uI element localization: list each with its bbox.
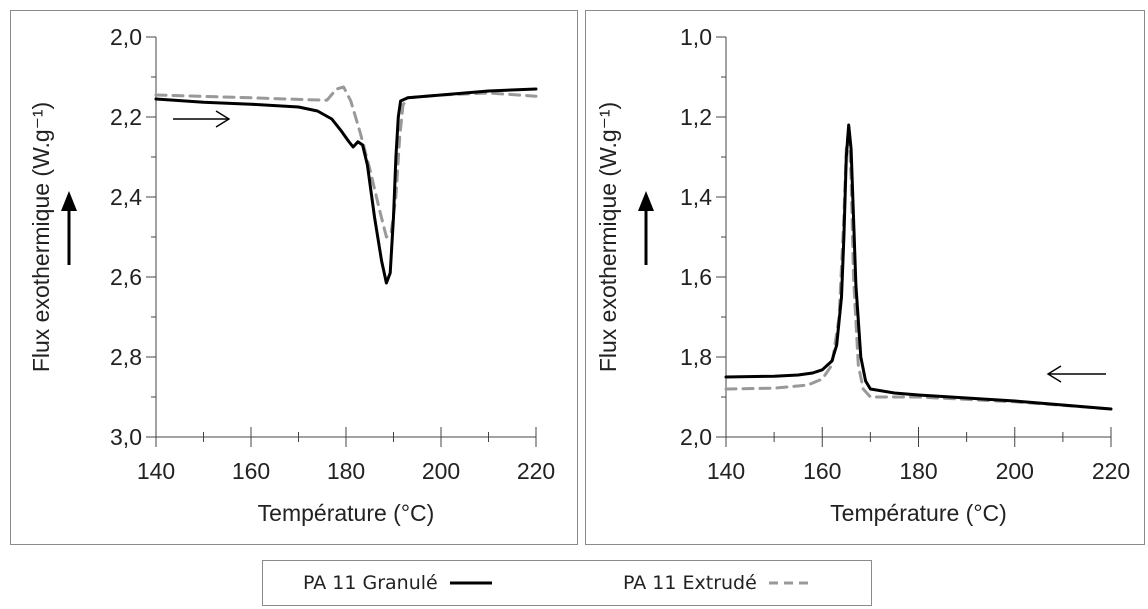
x-axis-title: Température (°C): [830, 500, 1007, 526]
series-line-extrude: [724, 127, 1113, 411]
y-tick-label: 2,4: [110, 184, 142, 210]
chart-panel-left: 2,0 2,2 2,4 2,6 2,8 3,0 140 160 180 200 220 Tempéra…: [10, 10, 578, 545]
legend-label-extrude: PA 11 Extrudé: [623, 572, 757, 594]
legend: PA 11 Granulé PA 11 Extrudé: [262, 560, 872, 606]
y-tick-label: 1,6: [680, 264, 712, 290]
y-tick-label: 2,8: [110, 344, 142, 370]
exo-arrow-head: [61, 191, 77, 211]
y-axis-title: Flux exothermique (W.g⁻¹): [28, 102, 54, 372]
chart-right: 1,0 1,2 1,4 1,6 1,8 2,0 140 160 180 200 220 Tempéra…: [595, 24, 1130, 526]
y-tick-label: 1,2: [680, 104, 712, 130]
y-tick-label: 3,0: [110, 424, 142, 450]
x-tick-label: 200: [996, 458, 1034, 484]
y-tick-label: 2,6: [110, 264, 142, 290]
y-tick-label: 2,0: [110, 24, 142, 50]
left-plot: 2,0 2,2 2,4 2,6 2,8 3,0 140 160 180 200 220 Tempéra…: [28, 24, 555, 526]
x-tick-label: 160: [803, 458, 841, 484]
x-tick-label: 220: [1092, 458, 1130, 484]
legend-swatch-dashed: [768, 581, 811, 585]
legend-item-granule: PA 11 Granulé: [303, 561, 494, 605]
legend-item-extrude: PA 11 Extrudé: [623, 561, 813, 605]
y-axis-title: Flux exothermique (W.g⁻¹): [595, 102, 621, 372]
y-tick-label: 1,8: [680, 344, 712, 370]
x-tick-label: 140: [137, 458, 175, 484]
series-line-extrude: [154, 85, 538, 239]
y-tick-label: 1,0: [680, 24, 712, 50]
series-line-granule: [724, 123, 1113, 411]
x-tick-label: 200: [422, 458, 460, 484]
right-plot: 1,0 1,2 1,4 1,6 1,8 2,0 140 160 180 200 220 Tempéra…: [595, 24, 1130, 526]
x-tick-label: 220: [517, 458, 555, 484]
legend-swatch-solid: [449, 581, 492, 585]
x-axis-title: Température (°C): [258, 500, 435, 526]
chart-left: 2,0 2,2 2,4 2,6 2,8 3,0 140 160 180 200 220 Tempéra…: [28, 24, 555, 526]
y-tick-label: 2,2: [110, 104, 142, 130]
y-tick-label: 2,0: [680, 424, 712, 450]
exo-arrow-head: [638, 191, 654, 211]
x-tick-label: 140: [707, 458, 745, 484]
series-line-granule: [154, 87, 538, 285]
legend-label-granule: PA 11 Granulé: [303, 572, 438, 594]
x-tick-label: 160: [232, 458, 270, 484]
chart-panel-right: 1,0 1,2 1,4 1,6 1,8 2,0 140 160 180 200 220 Tempéra…: [585, 10, 1145, 545]
direction-arrow-head: [1046, 365, 1062, 383]
x-tick-label: 180: [899, 458, 937, 484]
x-tick-label: 180: [327, 458, 365, 484]
direction-arrow-head: [215, 110, 231, 128]
y-tick-label: 1,4: [680, 184, 712, 210]
